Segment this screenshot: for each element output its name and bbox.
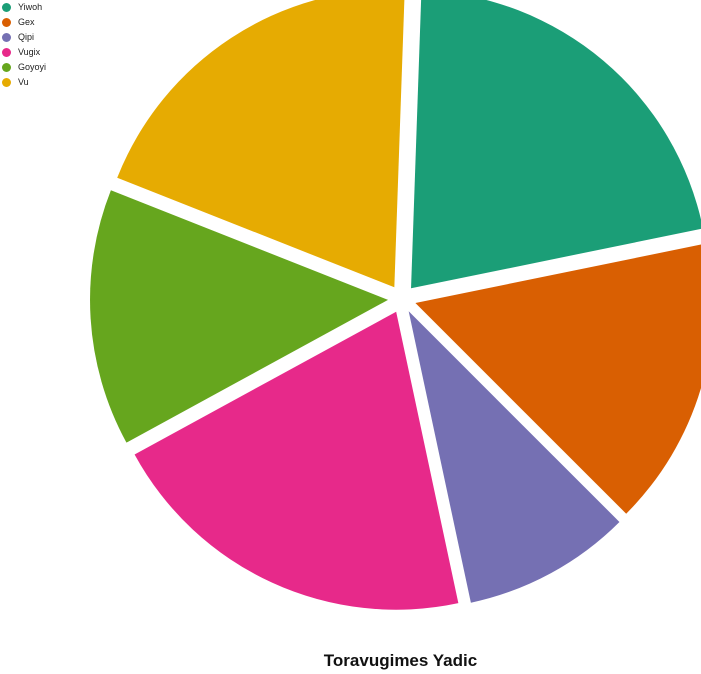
legend-swatch	[2, 3, 11, 12]
legend-item-vugix[interactable]: Vugix	[2, 45, 46, 60]
legend-item-vu[interactable]: Vu	[2, 75, 46, 90]
legend-label: Yiwoh	[18, 2, 43, 12]
pie-slice-gex[interactable]	[415, 243, 701, 514]
pie-slice-qipi[interactable]	[408, 311, 620, 603]
legend: Yiwoh Gex Qipi Vugix Goyoyi Vu	[2, 0, 46, 90]
pie-slice-yiwoh[interactable]	[411, 0, 701, 289]
legend-label: Vugix	[18, 47, 41, 57]
legend-swatch	[2, 48, 11, 57]
legend-label: Goyoyi	[18, 62, 47, 72]
pie-slice-goyoyi[interactable]	[90, 190, 389, 443]
legend-swatch	[2, 18, 11, 27]
legend-label: Vu	[18, 77, 29, 87]
legend-item-gex[interactable]: Gex	[2, 15, 46, 30]
legend-item-goyoyi[interactable]: Goyoyi	[2, 60, 46, 75]
legend-item-qipi[interactable]: Qipi	[2, 30, 46, 45]
legend-swatch	[2, 63, 11, 72]
chart-title: Toravugimes Yadic	[323, 651, 478, 670]
legend-swatch	[2, 78, 11, 87]
pie-slice-vu[interactable]	[117, 0, 405, 288]
legend-label: Gex	[18, 17, 35, 27]
pie-slice-vugix[interactable]	[134, 311, 459, 610]
legend-swatch	[2, 33, 11, 42]
legend-item-yiwoh[interactable]: Yiwoh	[2, 0, 46, 15]
legend-label: Qipi	[18, 32, 35, 42]
